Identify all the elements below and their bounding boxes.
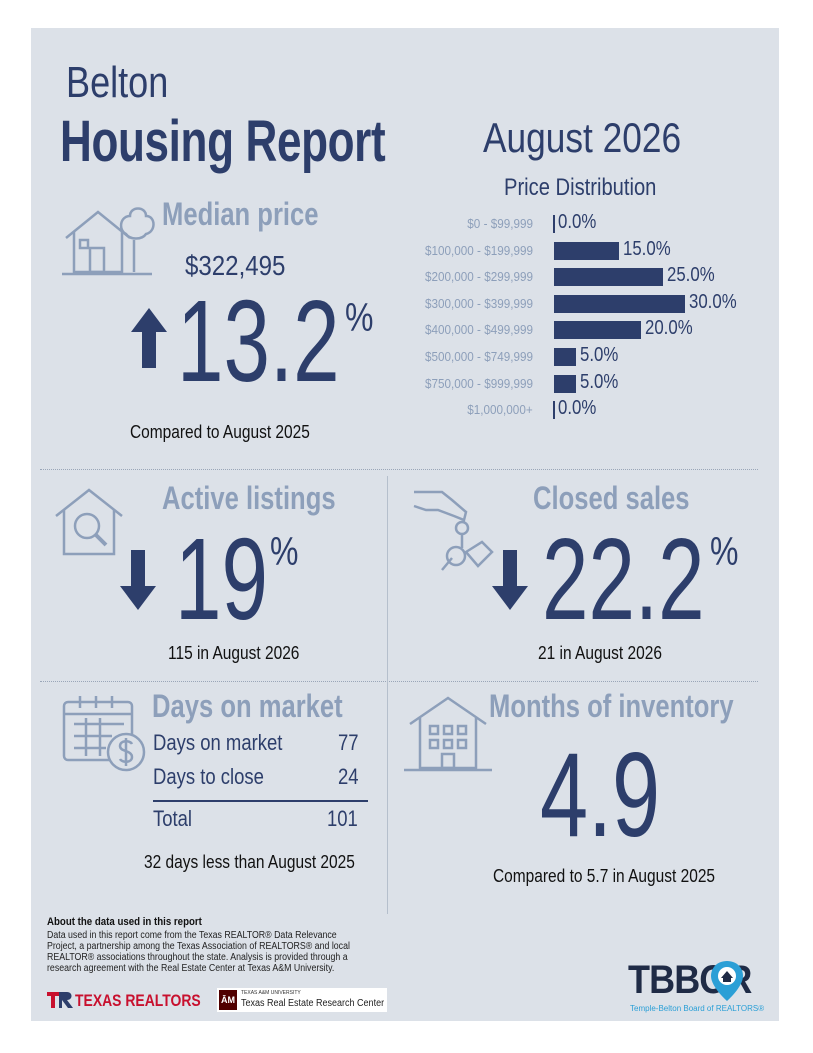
days-on-market-caption: 32 days less than August 2025 [144, 852, 355, 872]
active-listings-label: Active listings [162, 480, 336, 516]
days-on-market-label: Days on market [152, 688, 343, 724]
dom-row-name: Days on market [153, 730, 283, 755]
tamu-mark-icon: ĀM [219, 990, 237, 1010]
about-text: Data used in this report come from the T… [47, 930, 350, 974]
tamu-small-text: TEXAS A&M UNIVERSITY [241, 990, 301, 996]
distribution-bar [553, 215, 555, 233]
median-price-percent-sign: % [345, 296, 374, 340]
total-name: Total [153, 806, 193, 831]
distribution-value-label: 5.0% [579, 344, 619, 366]
arrow-up-icon [131, 308, 167, 368]
distribution-row: $400,000 - $499,999 20.0% [380, 317, 750, 341]
tamu-logo: ĀM TEXAS A&M UNIVERSITY Texas Real Estat… [217, 988, 387, 1012]
distribution-bar [554, 268, 663, 287]
active-listings-caption: 115 in August 2026 [168, 643, 300, 663]
divider-middle [40, 681, 758, 682]
months-inventory-value: 4.9 [540, 728, 661, 862]
report-month: August 2026 [483, 114, 682, 161]
house-tree-icon [62, 207, 155, 276]
tbbor-logo: TBBOR Temple-Belton Board of REALTORS® [628, 958, 778, 1018]
distribution-row: $500,000 - $749,999 5.0% [380, 344, 750, 368]
total-divider [153, 800, 368, 802]
closed-sales-change: 22.2 [542, 514, 705, 644]
hand-keys-icon [413, 490, 494, 571]
dtc-row-value: 24 [338, 764, 359, 789]
about-title: About the data used in this report [47, 916, 202, 928]
distribution-range-label: $1,000,000+ [467, 402, 533, 418]
report-title: Housing Report [60, 109, 386, 174]
distribution-range-label: $750,000 - $999,999 [425, 375, 533, 391]
total-value: 101 [327, 806, 358, 831]
distribution-range-label: $200,000 - $299,999 [425, 269, 533, 285]
dom-row-value: 77 [338, 730, 359, 755]
distribution-bar [554, 348, 576, 366]
median-price-caption: Compared to August 2025 [130, 422, 310, 442]
texas-realtors-mark-icon [47, 992, 73, 1008]
distribution-value-label: 30.0% [688, 290, 737, 313]
divider-vertical [387, 476, 388, 914]
distribution-row: $200,000 - $299,999 25.0% [380, 264, 750, 288]
active-listings-percent-sign: % [270, 530, 299, 574]
distribution-bar [554, 321, 641, 340]
distribution-value-label: 0.0% [558, 397, 597, 420]
closed-sales-caption: 21 in August 2026 [538, 643, 662, 663]
distribution-row: $300,000 - $399,999 30.0% [380, 290, 750, 315]
distribution-value-label: 25.0% [666, 264, 715, 287]
distribution-range-label: $300,000 - $399,999 [425, 295, 533, 311]
active-listings-change: 19 [175, 514, 268, 644]
distribution-bar [554, 241, 620, 260]
price-distribution-title: Price Distribution [504, 174, 657, 201]
house-search-icon [55, 488, 123, 556]
distribution-value-label: 0.0% [558, 211, 597, 233]
median-price-value: $322,495 [185, 250, 286, 281]
distribution-range-label: $100,000 - $199,999 [425, 242, 533, 258]
distribution-range-label: $500,000 - $749,999 [425, 349, 533, 364]
months-inventory-label: Months of inventory [489, 688, 734, 724]
city-name: Belton [66, 58, 169, 107]
closed-sales-percent-sign: % [710, 530, 739, 574]
report-panel [31, 28, 779, 1021]
tbbor-full-name: Temple-Belton Board of REALTORS® [630, 1004, 765, 1013]
tamu-center-text: Texas Real Estate Research Center [241, 998, 385, 1009]
months-inventory-caption: Compared to 5.7 in August 2025 [493, 866, 716, 886]
median-price-change: 13.2 [177, 276, 340, 406]
distribution-row: $1,000,000+ 0.0% [380, 397, 750, 421]
distribution-row: $750,000 - $999,999 5.0% [380, 370, 750, 395]
arrow-down-icon [120, 550, 156, 610]
median-price-label: Median price [162, 196, 319, 232]
distribution-value-label: 15.0% [623, 237, 671, 260]
distribution-value-label: 20.0% [645, 317, 693, 340]
closed-sales-label: Closed sales [533, 480, 690, 516]
distribution-value-label: 5.0% [579, 370, 619, 393]
arrow-down-icon [492, 550, 528, 610]
calendar-dollar-icon [62, 696, 146, 772]
distribution-bar [554, 374, 576, 393]
distribution-row: $100,000 - $199,999 15.0% [380, 237, 750, 262]
divider-top [40, 469, 758, 470]
texas-realtors-text: TEXAS REALTORS [75, 991, 201, 1010]
location-pin-icon [711, 961, 743, 1001]
apartment-building-icon [404, 696, 492, 772]
distribution-bar [554, 294, 685, 313]
distribution-row: $0 - $99,999 0.0% [380, 211, 750, 235]
dtc-row-name: Days to close [153, 764, 264, 789]
distribution-range-label: $0 - $99,999 [467, 216, 533, 231]
distribution-range-label: $400,000 - $499,999 [425, 322, 533, 338]
distribution-bar [553, 401, 555, 420]
